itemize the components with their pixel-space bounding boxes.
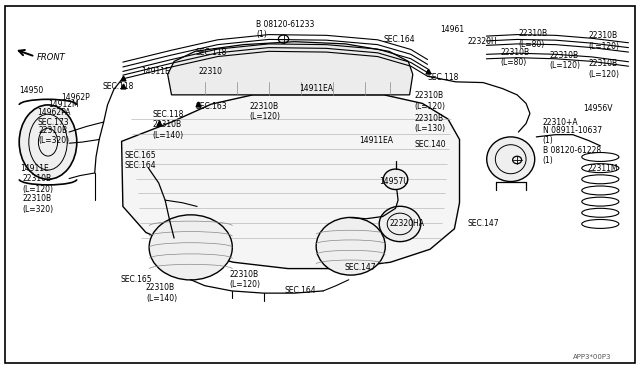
Ellipse shape xyxy=(316,217,385,275)
Ellipse shape xyxy=(383,169,408,190)
Text: 22310B
(L=120): 22310B (L=120) xyxy=(589,31,620,51)
Text: 14956V: 14956V xyxy=(584,104,613,113)
Text: SEC.147: SEC.147 xyxy=(344,263,376,272)
Text: SEC.173: SEC.173 xyxy=(37,118,68,127)
Text: FRONT: FRONT xyxy=(37,53,66,62)
Ellipse shape xyxy=(487,137,535,182)
Text: 14912M: 14912M xyxy=(48,100,79,109)
Text: 14911E: 14911E xyxy=(20,164,49,173)
Text: 22310+A: 22310+A xyxy=(543,118,579,126)
Text: 22310B
(L=120): 22310B (L=120) xyxy=(589,59,620,78)
Text: 22310B
(L=80): 22310B (L=80) xyxy=(500,48,530,67)
Text: SEC.163: SEC.163 xyxy=(195,102,227,110)
Text: 22310B
(L=120): 22310B (L=120) xyxy=(22,174,53,194)
Text: 22310B
(L=120): 22310B (L=120) xyxy=(415,92,445,111)
Text: 22310B
(L=320): 22310B (L=320) xyxy=(22,194,54,214)
Text: 14962PA: 14962PA xyxy=(37,108,70,117)
Text: 22310: 22310 xyxy=(198,67,223,76)
Ellipse shape xyxy=(149,215,232,280)
Text: N 08911-10637
(1): N 08911-10637 (1) xyxy=(543,126,602,145)
Text: SEC.164: SEC.164 xyxy=(384,35,415,44)
Text: 14950: 14950 xyxy=(19,86,44,94)
Ellipse shape xyxy=(379,206,421,242)
Polygon shape xyxy=(168,42,413,95)
Text: 14957U: 14957U xyxy=(379,177,408,186)
Text: APP3*00P3: APP3*00P3 xyxy=(573,354,611,360)
Text: 22310B
(L=130): 22310B (L=130) xyxy=(415,114,446,133)
Text: SEC.165
SEC.164: SEC.165 SEC.164 xyxy=(125,151,156,170)
Text: 22311M: 22311M xyxy=(588,164,618,173)
Text: B 08120-61233
(1): B 08120-61233 (1) xyxy=(256,20,314,39)
Text: SEC.165: SEC.165 xyxy=(120,275,152,284)
Text: SEC.118
22310B
(L=140): SEC.118 22310B (L=140) xyxy=(152,110,184,140)
Text: 22310B
(L=120): 22310B (L=120) xyxy=(549,51,580,70)
Text: 14962P: 14962P xyxy=(61,93,90,102)
Text: 14961: 14961 xyxy=(440,25,465,34)
Text: 22320H: 22320H xyxy=(467,37,497,46)
Text: 22310B
(L=120): 22310B (L=120) xyxy=(229,270,260,289)
Text: 14911EA: 14911EA xyxy=(300,84,333,93)
Text: B 08120-61228
(1): B 08120-61228 (1) xyxy=(543,146,601,165)
Text: SEC.118: SEC.118 xyxy=(195,48,227,57)
Text: 22310B
(L=120): 22310B (L=120) xyxy=(250,102,280,121)
Polygon shape xyxy=(122,95,460,269)
Text: 22310B
(L=140): 22310B (L=140) xyxy=(146,283,177,303)
Text: SEC.140: SEC.140 xyxy=(415,140,446,149)
Text: 22310B
(L=80): 22310B (L=80) xyxy=(518,29,548,49)
Text: 22320HA: 22320HA xyxy=(389,219,424,228)
Text: 22310B
(L=320): 22310B (L=320) xyxy=(38,126,70,145)
Text: SEC.118: SEC.118 xyxy=(428,73,459,82)
Text: SEC.164: SEC.164 xyxy=(285,286,316,295)
Text: SEC.147: SEC.147 xyxy=(467,219,499,228)
Text: 14911EA: 14911EA xyxy=(360,136,394,145)
Text: 14911E: 14911E xyxy=(141,67,170,76)
Ellipse shape xyxy=(19,105,77,179)
Text: SEC.118: SEC.118 xyxy=(102,82,134,91)
